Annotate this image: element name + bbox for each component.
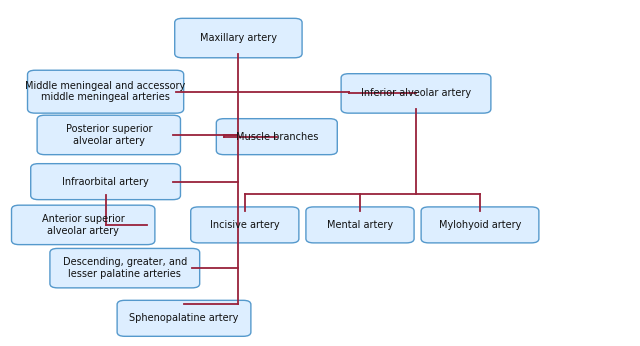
Text: Muscle branches: Muscle branches <box>236 132 318 142</box>
Text: Anterior superior
alveolar artery: Anterior superior alveolar artery <box>42 214 125 236</box>
Text: Inferior alveolar artery: Inferior alveolar artery <box>361 89 471 98</box>
Text: Middle meningeal and accessory
middle meningeal arteries: Middle meningeal and accessory middle me… <box>26 81 186 102</box>
Text: Descending, greater, and
lesser palatine arteries: Descending, greater, and lesser palatine… <box>63 257 187 279</box>
FancyBboxPatch shape <box>421 207 539 243</box>
FancyBboxPatch shape <box>31 164 180 200</box>
FancyBboxPatch shape <box>216 119 337 155</box>
FancyBboxPatch shape <box>306 207 414 243</box>
FancyBboxPatch shape <box>117 300 251 336</box>
FancyBboxPatch shape <box>28 70 184 113</box>
FancyBboxPatch shape <box>12 205 155 245</box>
Text: Infraorbital artery: Infraorbital artery <box>62 177 149 186</box>
Text: Mental artery: Mental artery <box>327 220 393 230</box>
FancyBboxPatch shape <box>50 248 200 288</box>
Text: Posterior superior
alveolar artery: Posterior superior alveolar artery <box>65 124 152 146</box>
FancyBboxPatch shape <box>341 74 491 113</box>
FancyBboxPatch shape <box>37 115 180 155</box>
FancyBboxPatch shape <box>191 207 299 243</box>
Text: Sphenopalatine artery: Sphenopalatine artery <box>129 313 239 323</box>
Text: Maxillary artery: Maxillary artery <box>200 33 277 43</box>
FancyBboxPatch shape <box>175 18 302 58</box>
Text: Incisive artery: Incisive artery <box>210 220 280 230</box>
Text: Mylohyoid artery: Mylohyoid artery <box>439 220 521 230</box>
